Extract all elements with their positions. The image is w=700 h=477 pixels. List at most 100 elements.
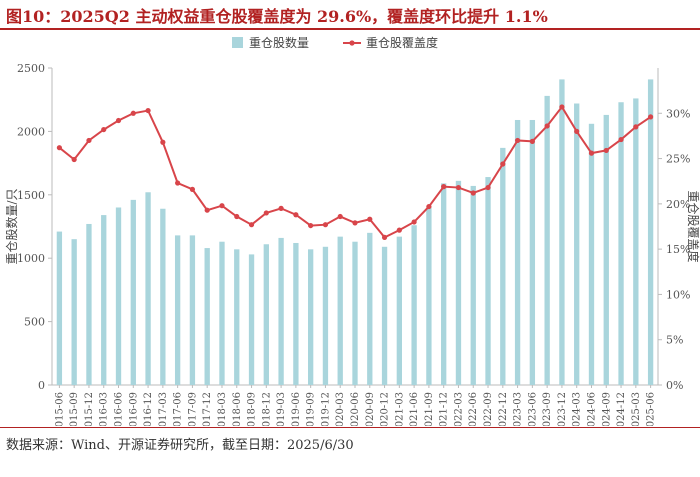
x-tick-label: 2018-03: [217, 392, 228, 426]
bar: [337, 236, 343, 385]
bar: [574, 103, 580, 385]
coverage-point: [381, 234, 388, 240]
y-right-tick-label: 0%: [666, 379, 683, 392]
bar: [367, 232, 373, 385]
coverage-point: [101, 126, 107, 133]
coverage-point: [648, 114, 654, 120]
line-series: [56, 104, 654, 240]
coverage-point: [293, 212, 299, 218]
x-tick-label: 2023-12: [557, 392, 568, 426]
bar: [500, 147, 506, 385]
y-left-tick-label: 2500: [17, 62, 45, 75]
coverage-point: [500, 161, 506, 167]
bar: [352, 241, 358, 385]
coverage-point: [263, 210, 269, 216]
x-tick-label: 2015-12: [84, 392, 95, 426]
x-tick-label: 2016-06: [114, 392, 125, 426]
y-left-tick-label: 2000: [17, 125, 45, 138]
x-tick-label: 2023-09: [542, 392, 553, 426]
coverage-point: [71, 156, 77, 163]
coverage-point: [441, 184, 447, 190]
coverage-point: [618, 136, 624, 143]
x-tick-label: 2021-09: [424, 392, 435, 426]
bar: [441, 183, 447, 385]
coverage-point: [514, 137, 521, 144]
coverage-point: [485, 184, 491, 191]
bar: [174, 235, 181, 385]
coverage-point: [426, 203, 432, 210]
x-tick-label: 2024-06: [586, 392, 597, 426]
x-tick-label: 2016-09: [128, 392, 139, 426]
x-tick-label: 2025-03: [631, 392, 642, 426]
x-tick-label: 2016-12: [143, 392, 154, 426]
bars-series: [56, 79, 654, 386]
coverage-point: [367, 216, 373, 222]
coverage-point: [559, 104, 565, 110]
legend-marker-line: [349, 40, 355, 46]
bar: [470, 185, 476, 385]
bar: [633, 98, 639, 385]
legend-label-bar: 重仓股数量: [249, 35, 309, 50]
bar: [101, 215, 107, 385]
bar: [293, 242, 299, 385]
x-tick-label: 2022-09: [483, 392, 494, 426]
bar: [130, 199, 136, 385]
x-tick-label: 2018-12: [261, 392, 272, 426]
x-tick-label: 2017-09: [187, 392, 198, 426]
coverage-point: [145, 107, 151, 114]
y-right-axis-label: 重仓股覆盖度: [686, 190, 700, 262]
x-tick-label: 2019-06: [291, 392, 302, 426]
x-tick-label: 2020-06: [350, 392, 361, 426]
coverage-point: [633, 124, 639, 130]
coverage-point: [278, 205, 284, 211]
bar: [618, 102, 624, 386]
y-left-tick-label: 500: [24, 316, 45, 329]
x-tick-label: 2020-12: [380, 392, 391, 426]
x-tick-label: 2024-12: [616, 392, 627, 426]
x-tick-label: 2017-12: [202, 392, 213, 426]
bar: [204, 248, 210, 385]
bar: [514, 119, 521, 385]
x-tick-label: 2023-03: [513, 392, 524, 426]
coverage-point: [470, 190, 476, 196]
title-divider: [0, 28, 700, 30]
coverage-point: [175, 180, 181, 186]
y-left-tick-label: 1000: [17, 252, 45, 265]
y-left-axis-label: 重仓股数量/只: [4, 188, 19, 264]
coverage-point: [455, 184, 462, 191]
y-right-tick-label: 30%: [666, 107, 690, 120]
bar: [219, 241, 225, 385]
y-right-tick-label: 5%: [666, 334, 683, 347]
source-divider: [0, 427, 700, 428]
bar: [160, 208, 166, 385]
x-tick-label: 2021-03: [394, 392, 405, 426]
x-tick-label: 2017-06: [173, 392, 184, 426]
x-tick-label: 2017-03: [158, 392, 169, 426]
y-right-tick-label: 20%: [666, 198, 690, 211]
bar: [426, 207, 432, 385]
coverage-point: [322, 222, 329, 228]
x-tick-label: 2021-12: [439, 392, 450, 426]
coverage-point: [574, 128, 580, 134]
coverage-point: [189, 186, 196, 192]
x-tick-label: 2025-06: [646, 392, 657, 426]
bar: [588, 123, 595, 386]
x-tick-label: 2024-03: [572, 392, 583, 426]
bar: [485, 177, 491, 385]
bar: [248, 254, 255, 385]
y-left-tick-label: 0: [38, 379, 45, 392]
coverage-point: [204, 207, 210, 213]
coverage-point: [544, 123, 550, 129]
coverage-point: [130, 110, 136, 116]
coverage-point: [219, 203, 225, 209]
x-tick-label: 2024-09: [601, 392, 612, 426]
bar: [234, 249, 240, 385]
x-tick-label: 2019-03: [276, 392, 287, 426]
bar: [396, 236, 403, 385]
y-left-tick-label: 1500: [17, 189, 45, 202]
bar: [455, 180, 462, 385]
axes: 0 500 1000 1500 2000 2500 0% 5% 10% 15% 20% 25% 30% 重…: [4, 62, 700, 426]
x-tick-label: 2022-03: [453, 392, 464, 426]
coverage-point: [411, 219, 417, 225]
x-tick-label: 2018-06: [232, 392, 243, 426]
